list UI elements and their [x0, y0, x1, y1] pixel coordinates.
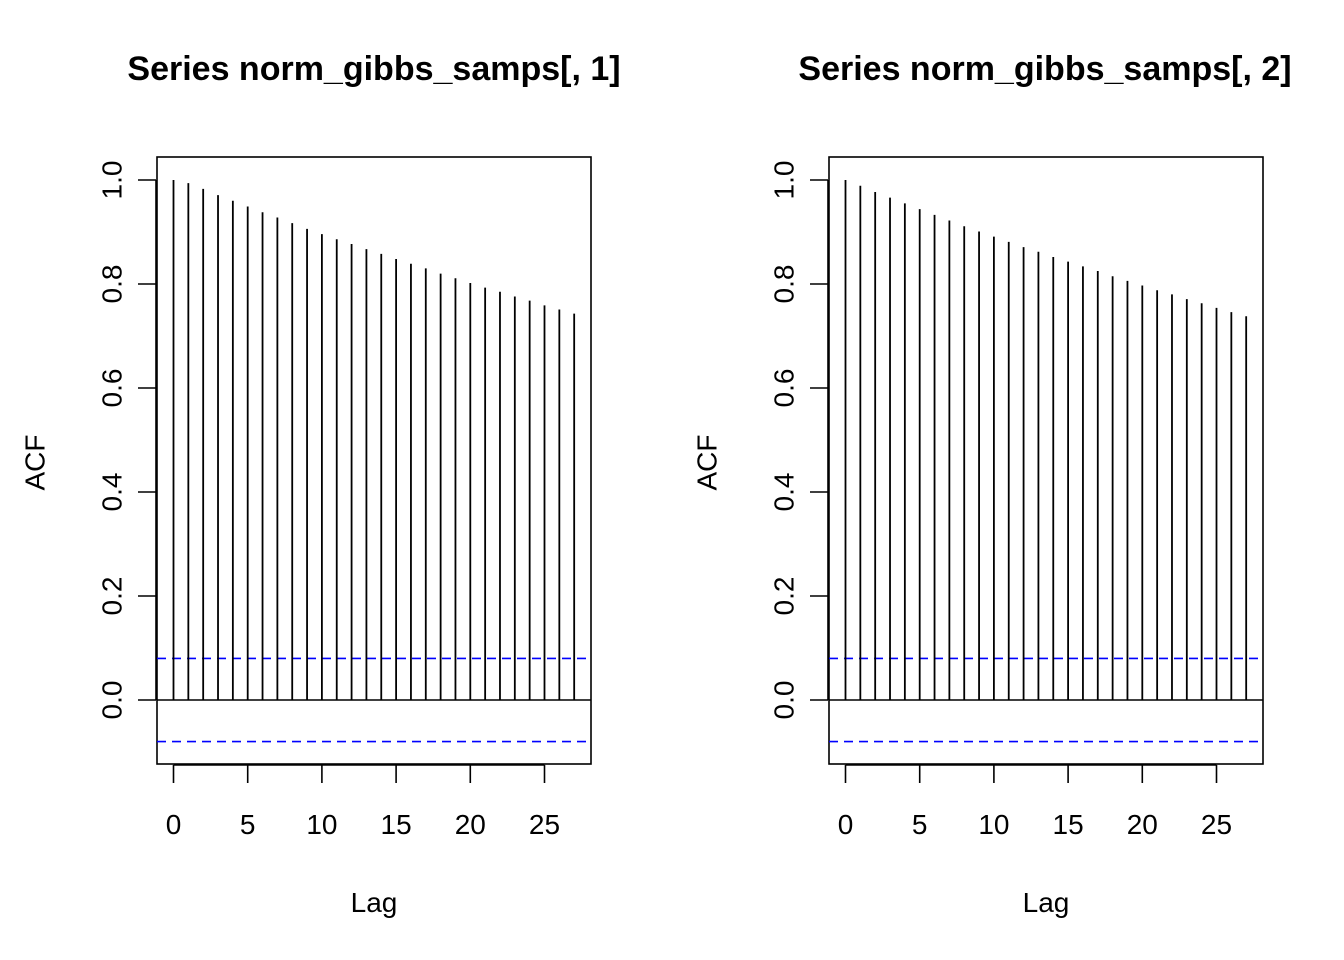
x-tick-label: 25: [1201, 809, 1232, 840]
y-axis-label: ACF: [692, 435, 723, 491]
x-tick-label: 20: [455, 809, 486, 840]
y-tick-label: 0.8: [97, 265, 128, 304]
y-tick-label: 0.6: [769, 369, 800, 408]
x-tick-label: 20: [1127, 809, 1158, 840]
chart-title: Series norm_gibbs_samps[, 2]: [798, 50, 1291, 88]
y-tick-label: 0.6: [97, 369, 128, 408]
acf-panel-1: Series norm_gibbs_samps[, 1] 0 5 10 15 20 25 0.…: [20, 50, 621, 918]
y-tick-label: 0.2: [769, 577, 800, 616]
y-tick-label: 0.4: [769, 473, 800, 512]
plot-frame: [156, 156, 592, 765]
x-tick-label: 15: [381, 809, 412, 840]
x-tick-label: 0: [838, 809, 854, 840]
y-axis-label: ACF: [20, 435, 51, 491]
y-tick-label: 0.0: [769, 681, 800, 720]
acf-panel-2: Series norm_gibbs_samps[, 2] 0 5 10 15 20 25 0.…: [692, 50, 1292, 918]
y-tick-label: 0.2: [97, 577, 128, 616]
y-tick-label: 1.0: [97, 161, 128, 200]
chart-title: Series norm_gibbs_samps[, 1]: [127, 50, 620, 88]
x-tick-label: 0: [166, 809, 182, 840]
plot-frame: [828, 156, 1264, 765]
y-tick-label: 0.8: [769, 265, 800, 304]
x-tick-label: 5: [912, 809, 928, 840]
y-tick-label: 0.4: [97, 473, 128, 512]
x-tick-label: 10: [978, 809, 1009, 840]
x-tick-label: 5: [240, 809, 256, 840]
x-axis-label: Lag: [1023, 887, 1070, 918]
x-tick-label: 10: [306, 809, 337, 840]
x-tick-label: 25: [529, 809, 560, 840]
x-tick-label: 15: [1053, 809, 1084, 840]
x-axis-label: Lag: [351, 887, 398, 918]
y-tick-label: 0.0: [97, 681, 128, 720]
y-tick-label: 1.0: [769, 161, 800, 200]
